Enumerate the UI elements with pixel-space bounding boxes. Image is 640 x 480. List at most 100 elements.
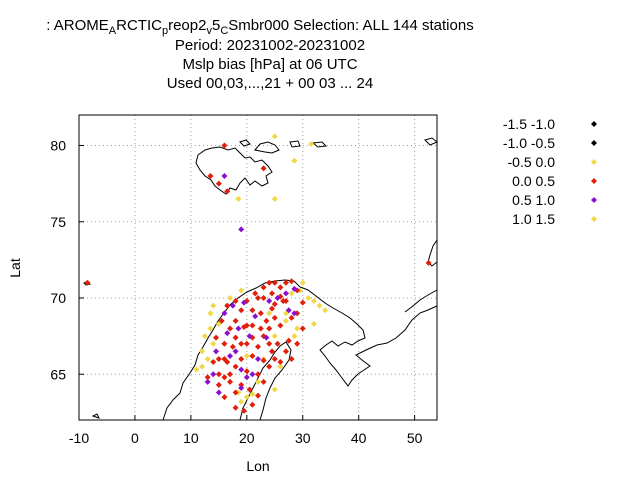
legend-label: -1.0 -0.5: [503, 135, 555, 151]
station-point: [249, 371, 256, 378]
station-point: [299, 325, 306, 332]
chart-subtitle-leadtimes: Used 00,03,...,21 + 00 03 ... 24: [166, 75, 374, 92]
station-point: [282, 348, 289, 355]
station-point: [249, 401, 256, 408]
station-point: [213, 348, 220, 355]
station-point: [299, 279, 306, 286]
legend-marker: [591, 121, 597, 127]
station-point: [210, 371, 217, 378]
station-point: [255, 371, 261, 378]
station-point: [246, 333, 253, 340]
station-point: [243, 368, 250, 375]
station-point: [280, 298, 287, 305]
station-point: [310, 298, 317, 305]
station-point: [271, 133, 278, 140]
coastline: [83, 137, 438, 421]
station-point: [271, 279, 278, 286]
station-point: [277, 363, 284, 370]
station-point: [308, 140, 315, 147]
station-point: [260, 295, 267, 301]
station-point: [235, 325, 242, 332]
station-point: [207, 173, 214, 179]
station-point: [255, 356, 261, 362]
station-point: [204, 356, 211, 362]
station-point: [249, 307, 256, 314]
station-point: [221, 374, 228, 381]
chart-subtitle-period: Period: 20231002-20231002: [174, 37, 366, 54]
station-point: [238, 307, 245, 314]
station-point: [199, 363, 206, 370]
station-point: [291, 157, 298, 164]
station-point: [266, 298, 273, 305]
station-point: [255, 392, 261, 399]
station-point: [322, 307, 329, 314]
station-point: [255, 343, 261, 350]
station-point: [238, 381, 245, 388]
station-point: [221, 394, 228, 401]
station-point: [241, 299, 248, 306]
station-point: [277, 284, 284, 291]
station-point: [260, 378, 267, 385]
station-point: [291, 333, 298, 340]
x-tick-label: 20: [239, 430, 255, 446]
x-tick-label: -10: [69, 430, 89, 446]
station-point: [257, 310, 264, 317]
chart-title: : AROMEARCTICpreop2v5CSmbr000 Selection:…: [46, 17, 474, 37]
station-point: [224, 359, 231, 366]
station-point: [227, 371, 234, 378]
legend-label: -1.5 -1.0: [503, 116, 555, 132]
station-point: [271, 301, 278, 308]
station-point: [274, 295, 281, 301]
station-point: [282, 290, 289, 297]
station-point: [224, 302, 231, 309]
station-point: [271, 386, 278, 393]
station-point: [227, 378, 234, 385]
station-point: [316, 302, 323, 309]
y-tick-label: 70: [50, 290, 66, 306]
station-point: [255, 378, 261, 385]
station-point: [274, 340, 281, 347]
station-point: [288, 314, 295, 321]
station-point: [207, 325, 214, 332]
legend: -1.5 -1.0 -1.0 -0.5 -0.5 0.0 0.0 0.5 0.5 1.0…: [503, 116, 597, 227]
station-point: [266, 310, 273, 317]
station-point: [232, 298, 239, 305]
station-point: [268, 348, 275, 355]
x-axis-label: Lon: [246, 458, 269, 474]
station-point: [291, 285, 298, 292]
station-point: [232, 404, 239, 411]
station-point: [213, 334, 220, 341]
station-point: [282, 317, 289, 324]
station-point: [224, 330, 231, 337]
station-point: [252, 313, 259, 320]
station-point: [249, 391, 256, 398]
station-point: [260, 357, 267, 364]
station-point: [299, 299, 306, 306]
station-point: [204, 378, 211, 385]
x-tick-label: 40: [351, 430, 367, 446]
station-point: [238, 226, 245, 233]
legend-label: 0.0 0.5: [512, 173, 555, 189]
station-point: [229, 343, 236, 350]
station-point: [232, 363, 239, 370]
station-point: [249, 352, 256, 359]
x-tick-label: 30: [295, 430, 311, 446]
station-point: [252, 290, 259, 297]
station-point: [277, 359, 284, 366]
station-point: [243, 340, 250, 347]
station-point: [243, 352, 250, 359]
station-point: [260, 284, 267, 291]
station-point: [282, 279, 289, 286]
station-point: [227, 325, 234, 332]
legend-marker: [591, 178, 597, 184]
station-point: [215, 371, 222, 378]
x-axis-ticks: -10 0 10 20 30 40 50: [69, 415, 423, 446]
station-point: [246, 386, 253, 393]
station-point: [294, 340, 301, 347]
station-point: [229, 302, 236, 309]
y-tick-label: 65: [50, 366, 66, 382]
station-point: [243, 374, 250, 381]
station-point: [215, 356, 222, 362]
station-point: [288, 290, 295, 297]
